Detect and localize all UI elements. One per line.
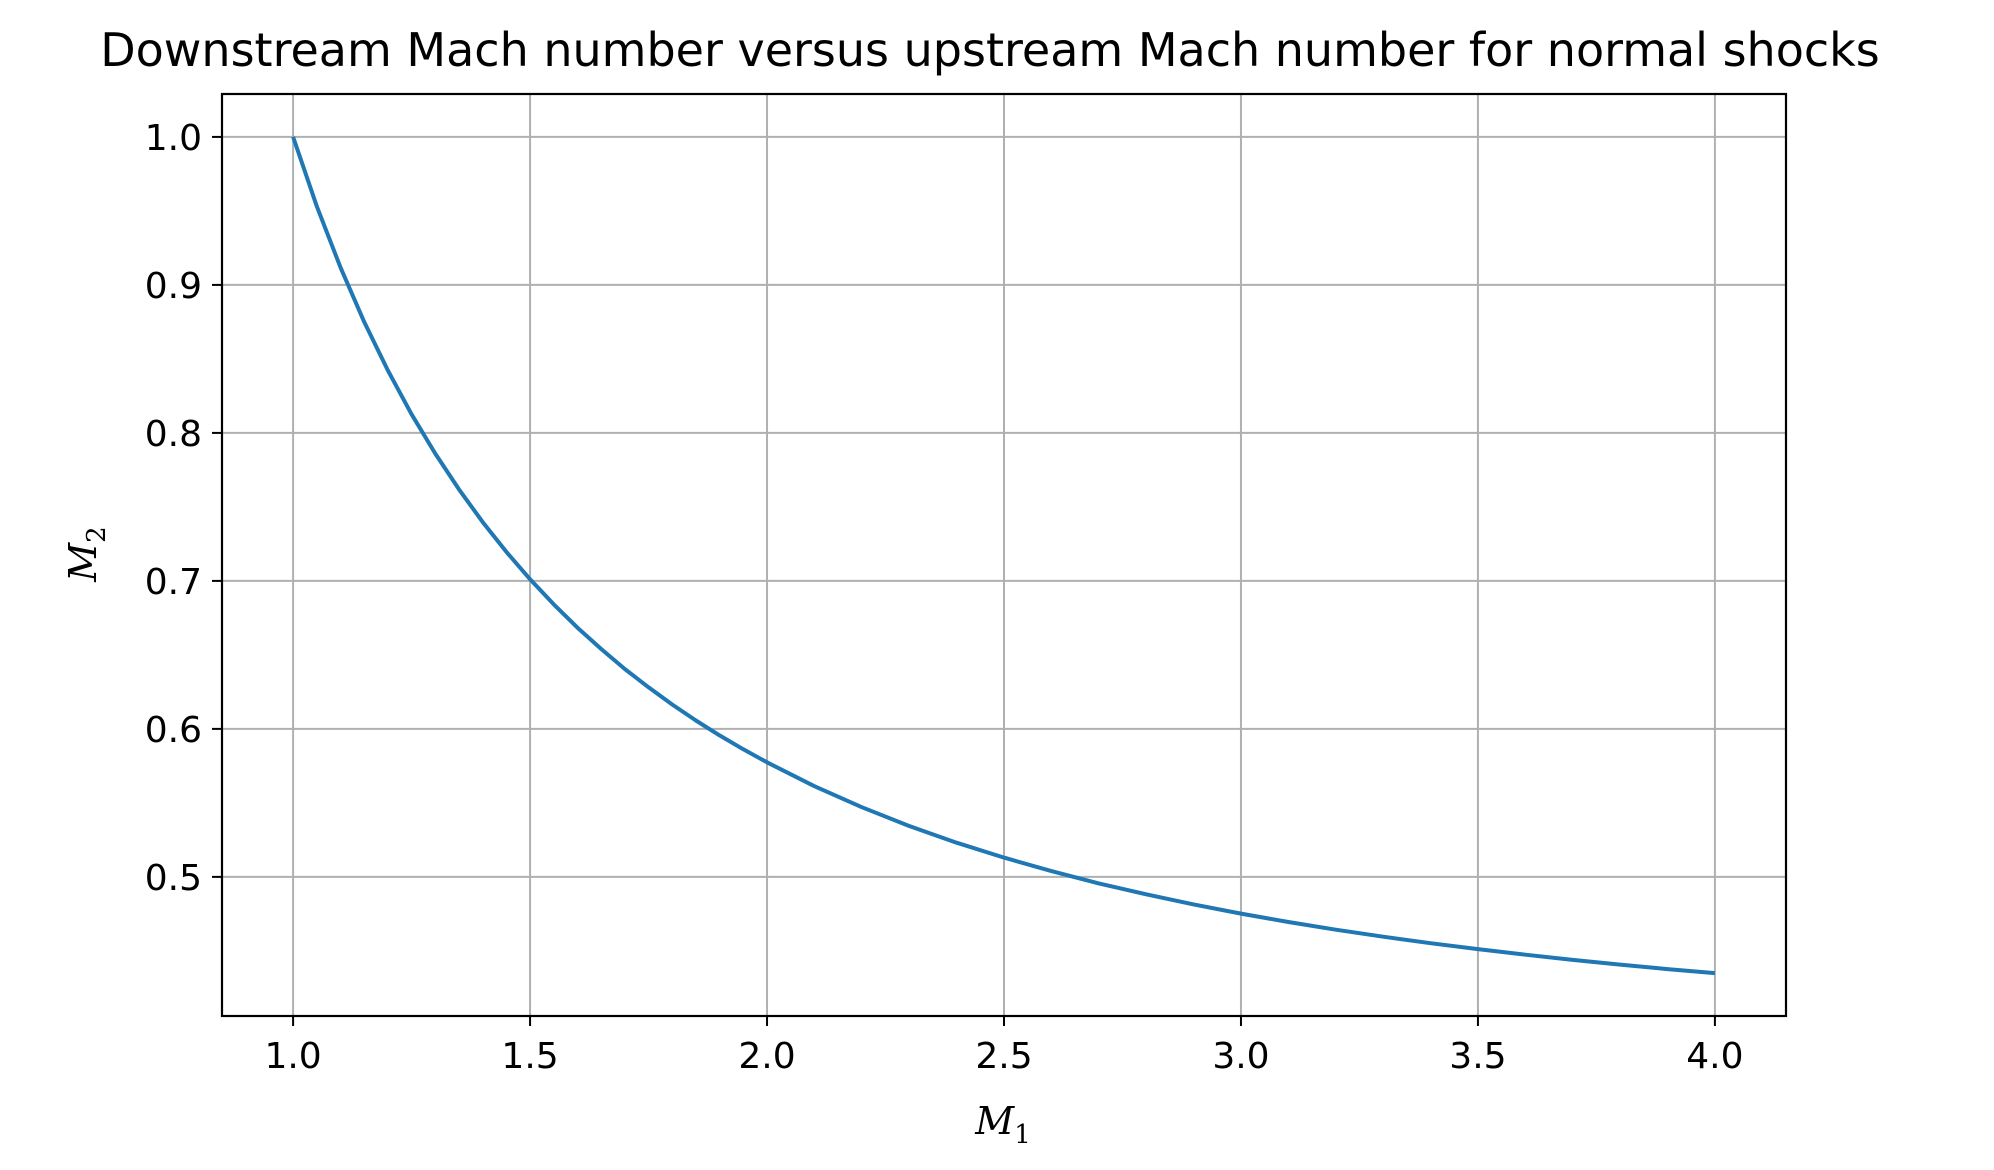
series-line bbox=[291, 136, 1716, 976]
y-axis-label-base: M bbox=[61, 542, 105, 583]
x-axis-label: M1 bbox=[974, 1099, 1030, 1150]
axis-ticks: 1.0 1.5 2.0 2.5 3.0 3.5 4.0 0.5 0.6 0.7 0.8 0.9 1.0 bbox=[145, 118, 1744, 1077]
grid bbox=[222, 94, 1786, 1016]
series-layer bbox=[291, 136, 1716, 976]
y-tick-label: 0.5 bbox=[145, 858, 202, 899]
x-tick-label: 3.0 bbox=[1212, 1036, 1269, 1077]
y-tick-label: 0.6 bbox=[145, 710, 202, 751]
y-tick-label: 1.0 bbox=[145, 118, 202, 159]
y-tick-label: 0.7 bbox=[145, 562, 202, 603]
x-tick-label: 4.0 bbox=[1686, 1036, 1743, 1077]
x-axis-label-base: M bbox=[974, 1099, 1015, 1143]
x-axis-label-sub: 1 bbox=[1014, 1120, 1031, 1150]
x-tick-label: 2.5 bbox=[975, 1036, 1032, 1077]
x-tick-label: 3.5 bbox=[1449, 1036, 1506, 1077]
y-tick-label: 0.8 bbox=[145, 414, 202, 455]
y-tick-label: 0.9 bbox=[145, 266, 202, 307]
y-axis-label-sub: 2 bbox=[82, 526, 112, 543]
x-tick-label: 1.5 bbox=[501, 1036, 558, 1077]
x-tick-label: 2.0 bbox=[738, 1036, 795, 1077]
x-tick-label: 1.0 bbox=[264, 1036, 321, 1077]
y-axis-label: M2 bbox=[61, 526, 112, 582]
chart-title: Downstream Mach number versus upstream M… bbox=[100, 23, 1880, 77]
